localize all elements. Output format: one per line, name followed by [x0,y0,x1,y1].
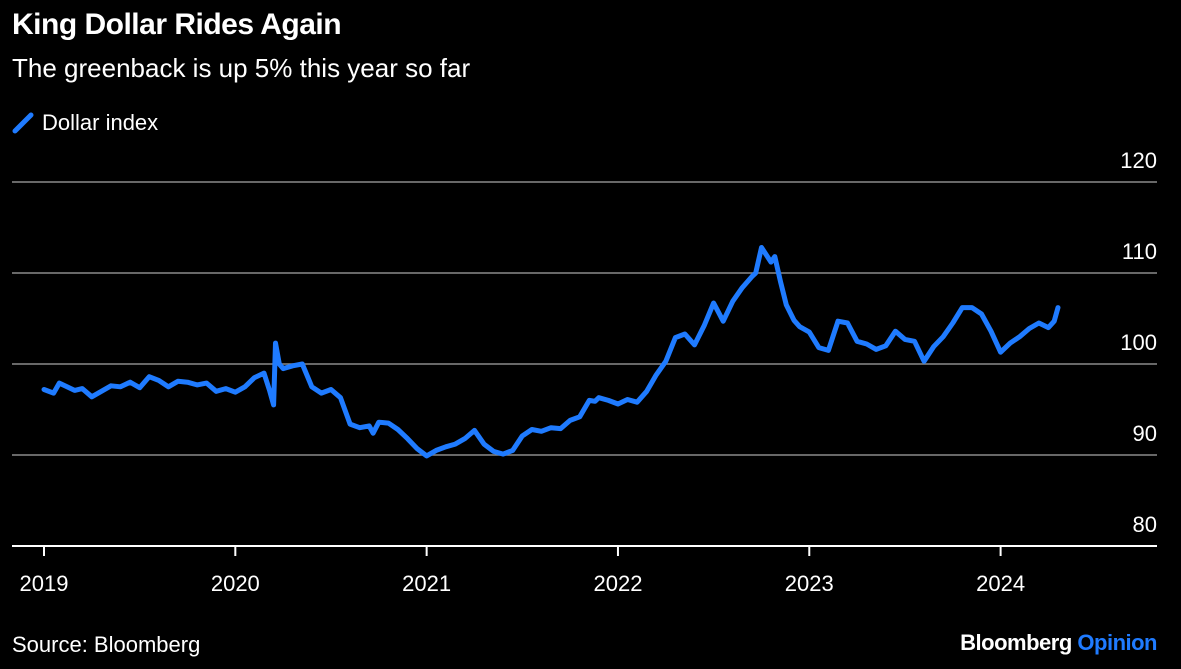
legend-swatch-icon [12,112,34,134]
grid-lines [12,181,1157,547]
x-tick-label: 2024 [976,571,1025,596]
x-tick-labels: 2019 2020 2021 2022 2023 2024 [20,546,1025,596]
source-note: Source: Bloomberg [12,632,201,657]
legend: Dollar index [12,110,158,136]
brand-logo: Bloomberg Opinion [960,630,1157,656]
x-tick-label: 2022 [593,571,642,596]
y-tick-labels: 80 90 100 110 120 [1120,148,1157,537]
series-line-dollar-index [41,245,1061,459]
legend-label: Dollar index [42,110,159,135]
chart-subtitle: The greenback is up 5% this year so far [12,53,471,83]
y-tick-label: 120 [1120,148,1157,173]
brand-main: Bloomberg [960,630,1072,655]
x-tick-label: 2023 [785,571,834,596]
y-tick-label: 100 [1120,330,1157,355]
series-layer [41,245,1061,459]
brand-accent: Opinion [1077,630,1157,655]
y-tick-label: 80 [1133,512,1157,537]
x-tick-label: 2020 [211,571,260,596]
y-tick-label: 110 [1122,239,1157,264]
y-tick-label: 90 [1133,421,1157,446]
x-tick-label: 2019 [20,571,69,596]
x-tick-label: 2021 [402,571,451,596]
chart-title: King Dollar Rides Again [12,8,342,41]
